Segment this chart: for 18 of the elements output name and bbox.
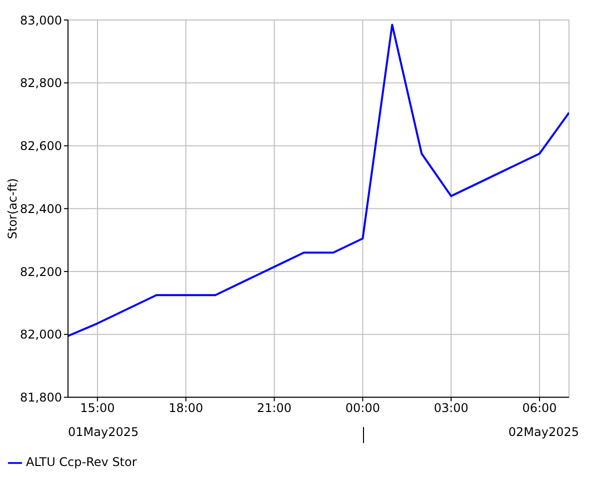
x-tick-label: 00:00 [345,400,380,415]
y-tick-label: 82,200 [20,264,62,279]
y-tick-label: 82,400 [20,202,62,216]
x-tick-label: 18:00 [168,400,204,415]
x-tick-label: 03:00 [434,400,468,415]
legend-label: ALTU Ccp-Rev Stor [26,455,137,470]
y-axis-title: Stor(ac-ft) [5,178,20,240]
x-tick-label: 21:00 [256,400,292,415]
line-series [68,24,569,337]
y-tick-label: 82,600 [20,139,62,154]
text: 01May2025 [68,425,139,439]
x-tick-label: 06:00 [522,400,557,415]
y-tick-label: 81,800 [20,390,62,405]
y-tick-label: 82,800 [20,76,62,90]
x-tick-label: 15:00 [80,400,115,415]
y-tick-label: 82,000 [20,328,62,342]
y-tick-label: 83,000 [20,13,62,28]
text: 02May2025 [508,425,579,439]
